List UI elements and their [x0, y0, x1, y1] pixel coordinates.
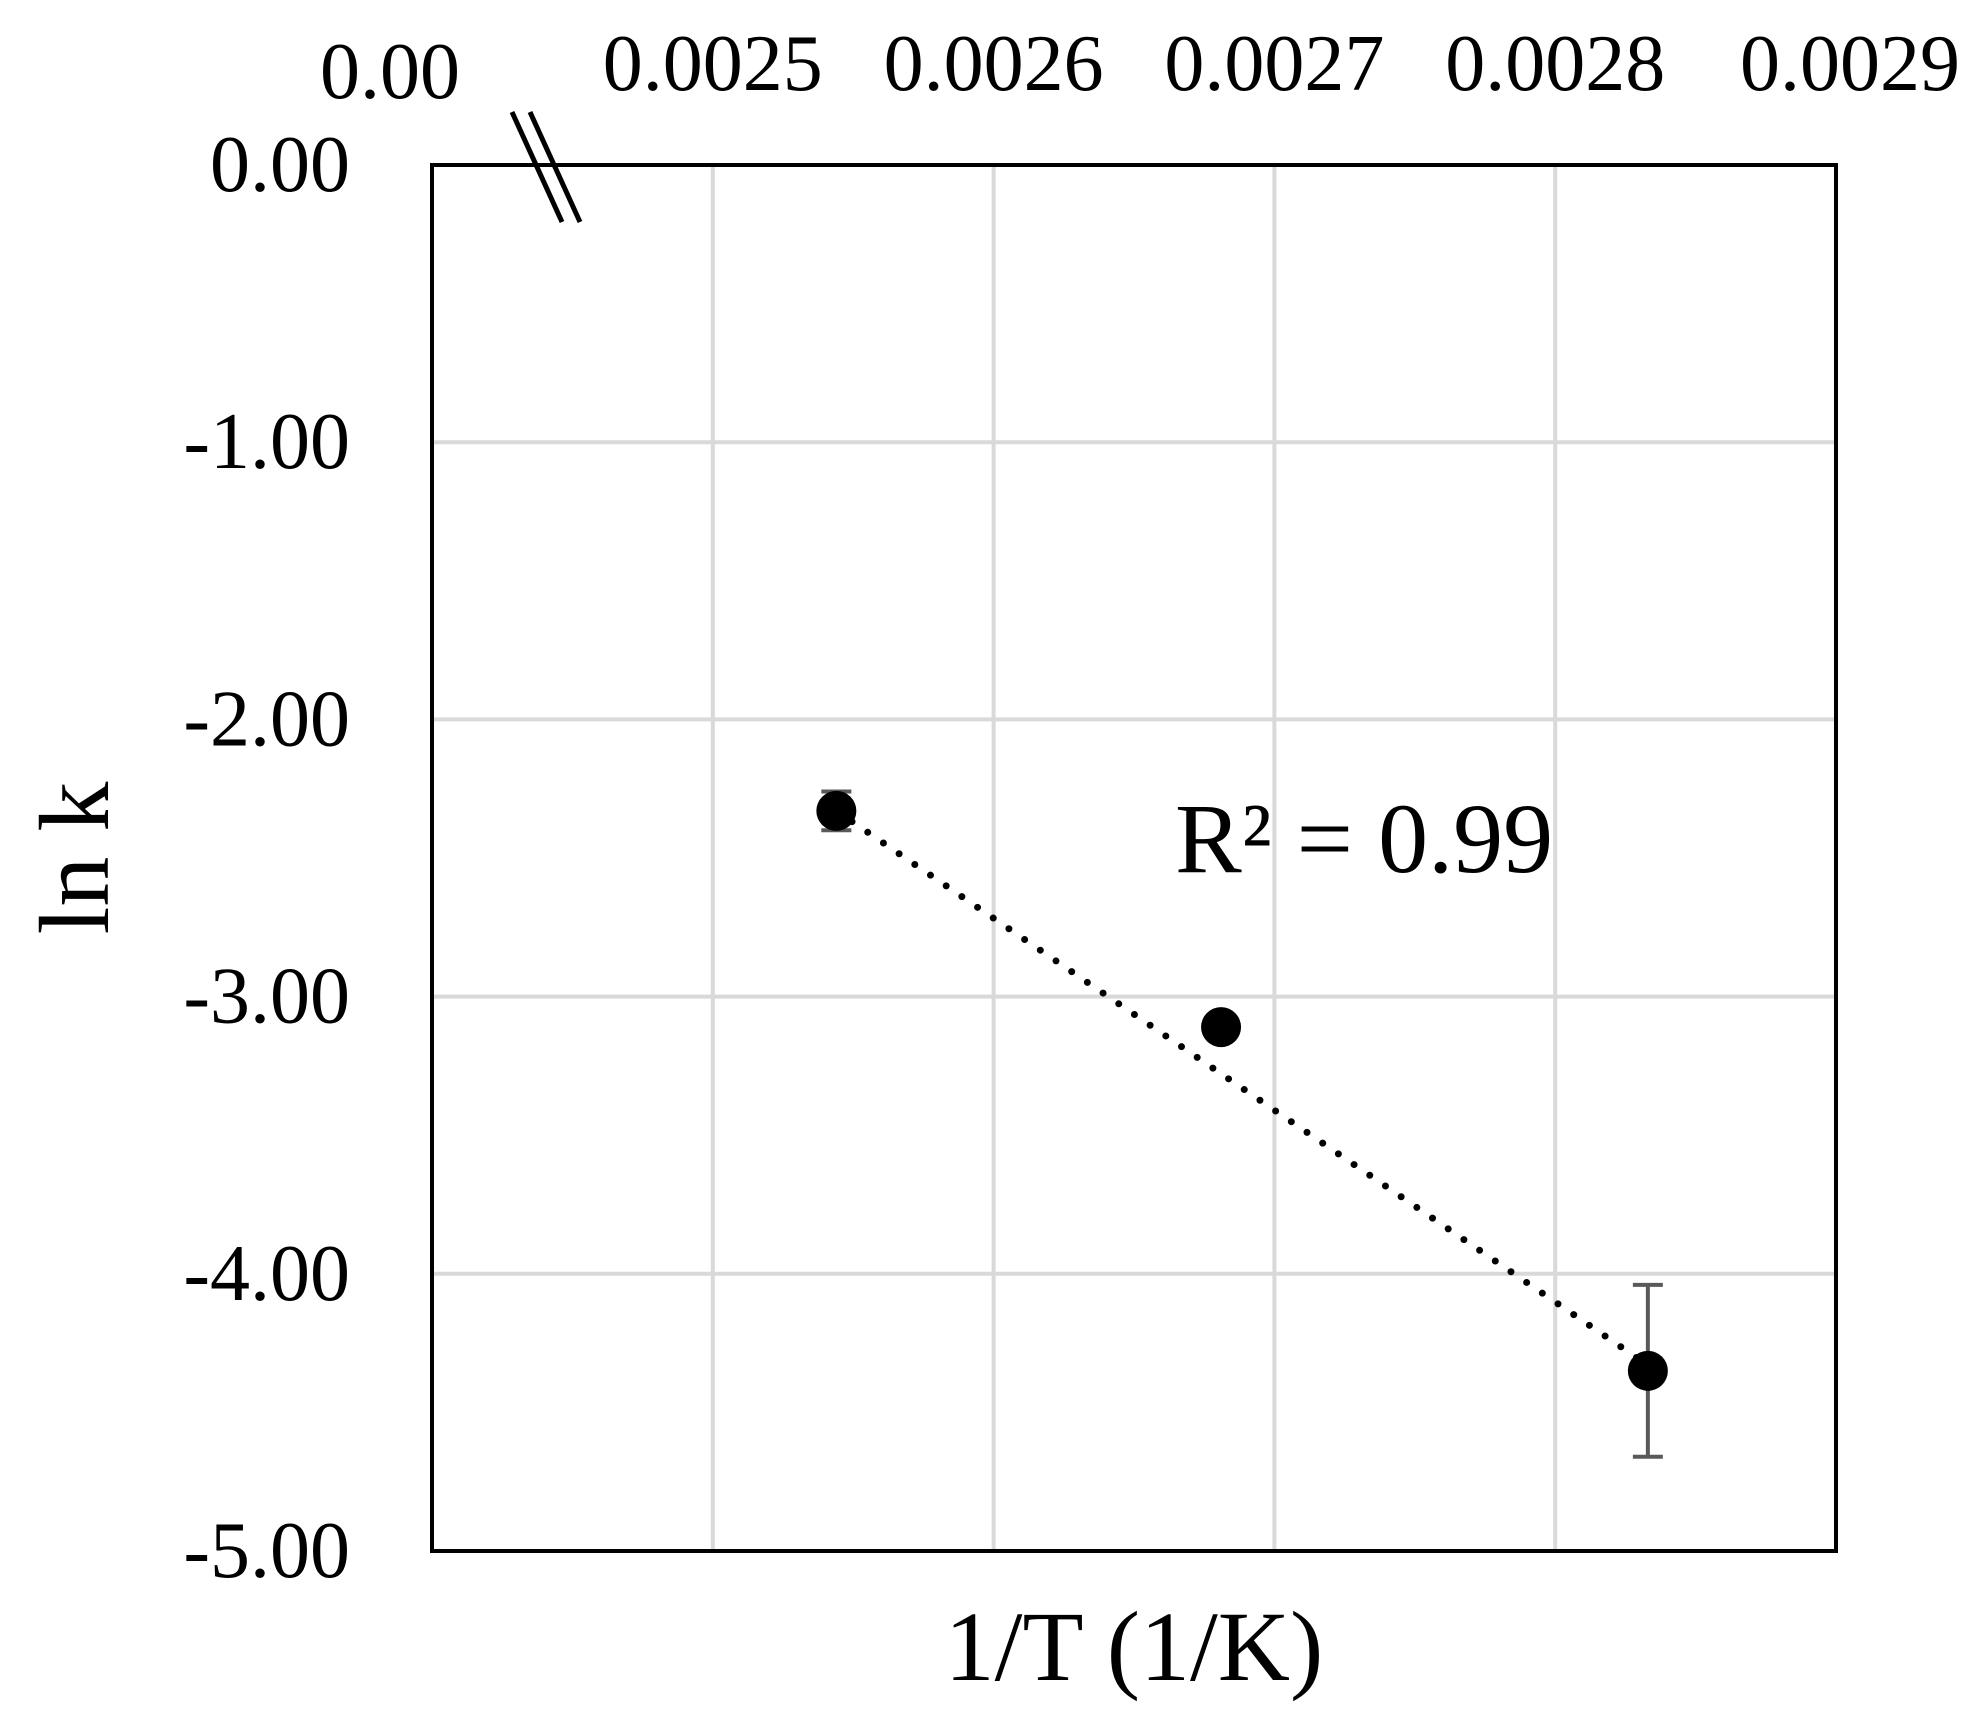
axis-break — [509, 110, 583, 224]
y-tick-label-4: -4.00 — [183, 1230, 350, 1318]
trendline-0 — [832, 807, 1652, 1369]
grid-layer — [432, 165, 1836, 1551]
x-tick-label-3: 0.0028 — [1445, 20, 1665, 108]
y-tick-label-5: -5.00 — [183, 1507, 350, 1595]
x-axis-label: 1/T (1/K) — [945, 1591, 1324, 1702]
y-axis-label: ln k — [19, 782, 130, 935]
point-layer — [816, 790, 1668, 1391]
x-tick-labels: 0.00 0.0025 0.0026 0.0027 0.0028 0.0029 — [320, 20, 1960, 116]
x-tick-label-4: 0.0029 — [1740, 20, 1960, 108]
y-tick-label-3: -3.00 — [183, 953, 350, 1041]
x-break-label: 0.00 — [320, 28, 460, 116]
plot-frame — [430, 163, 1838, 1553]
data-point-0 — [816, 790, 857, 831]
r-squared-annotation: R² = 0.99 — [1175, 783, 1553, 894]
y-tick-label-1: -1.00 — [183, 398, 350, 486]
x-tick-label-0: 0.0025 — [603, 20, 823, 108]
y-tick-label-2: -2.00 — [183, 675, 350, 763]
y-tick-labels: 0.00 -1.00 -2.00 -3.00 -4.00 -5.00 — [183, 121, 350, 1595]
data-point-1 — [1201, 1007, 1242, 1048]
x-tick-label-1: 0.0026 — [884, 20, 1104, 108]
y-tick-label-0: 0.00 — [210, 121, 350, 209]
data-point-2 — [1627, 1350, 1668, 1391]
axis-break-mark-1 — [509, 110, 565, 224]
axis-break-mark-2 — [527, 110, 583, 224]
x-tick-label-2: 0.0027 — [1164, 20, 1384, 108]
trendline-layer — [832, 807, 1652, 1369]
